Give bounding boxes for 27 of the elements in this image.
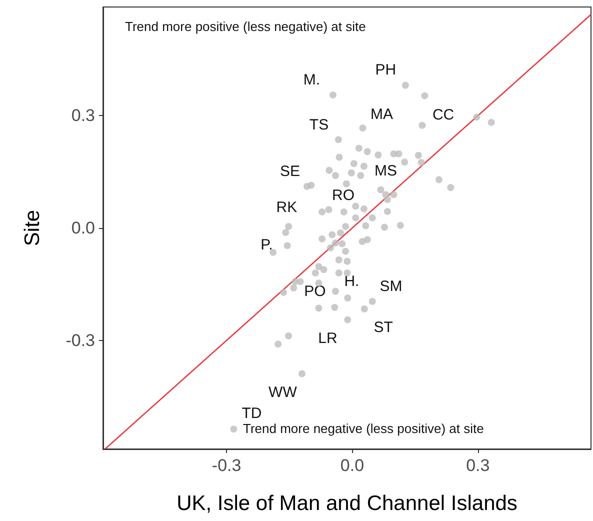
y-tick-label: 0.0 [71, 218, 95, 238]
annotation: MA [370, 106, 393, 123]
annotation: TS [309, 116, 329, 134]
annotation: PH [375, 62, 396, 78]
annotation: PO [304, 283, 326, 300]
annotation: CC [432, 106, 454, 124]
annotation: SE [280, 163, 300, 180]
annotation: H. [344, 273, 360, 290]
annotation: WW [268, 384, 298, 401]
annotation: ST [374, 318, 393, 336]
y-tick-label: 0.3 [71, 106, 95, 126]
x-axis-title: UK, Isle of Man and Channel Islands [176, 492, 518, 515]
annotation: RK [276, 198, 298, 216]
y-tick-label: -0.3 [66, 330, 95, 350]
annotation: P. [260, 236, 273, 254]
annotation: TD [242, 404, 262, 422]
annotation: M. [303, 72, 320, 88]
annotation: SM [380, 278, 402, 296]
x-tick-label: 0.3 [466, 456, 490, 475]
x-tick-label: 0.0 [340, 456, 364, 475]
annotation: MS [374, 162, 397, 180]
annotation: RO [332, 187, 355, 204]
annotation: Trend more negative (less positive) at site [243, 421, 484, 436]
annotation: Trend more positive (less negative) at site [125, 19, 366, 34]
y-axis-title: Site [21, 210, 44, 246]
x-tick-label: -0.3 [212, 456, 242, 475]
annotation: LR [318, 330, 338, 347]
